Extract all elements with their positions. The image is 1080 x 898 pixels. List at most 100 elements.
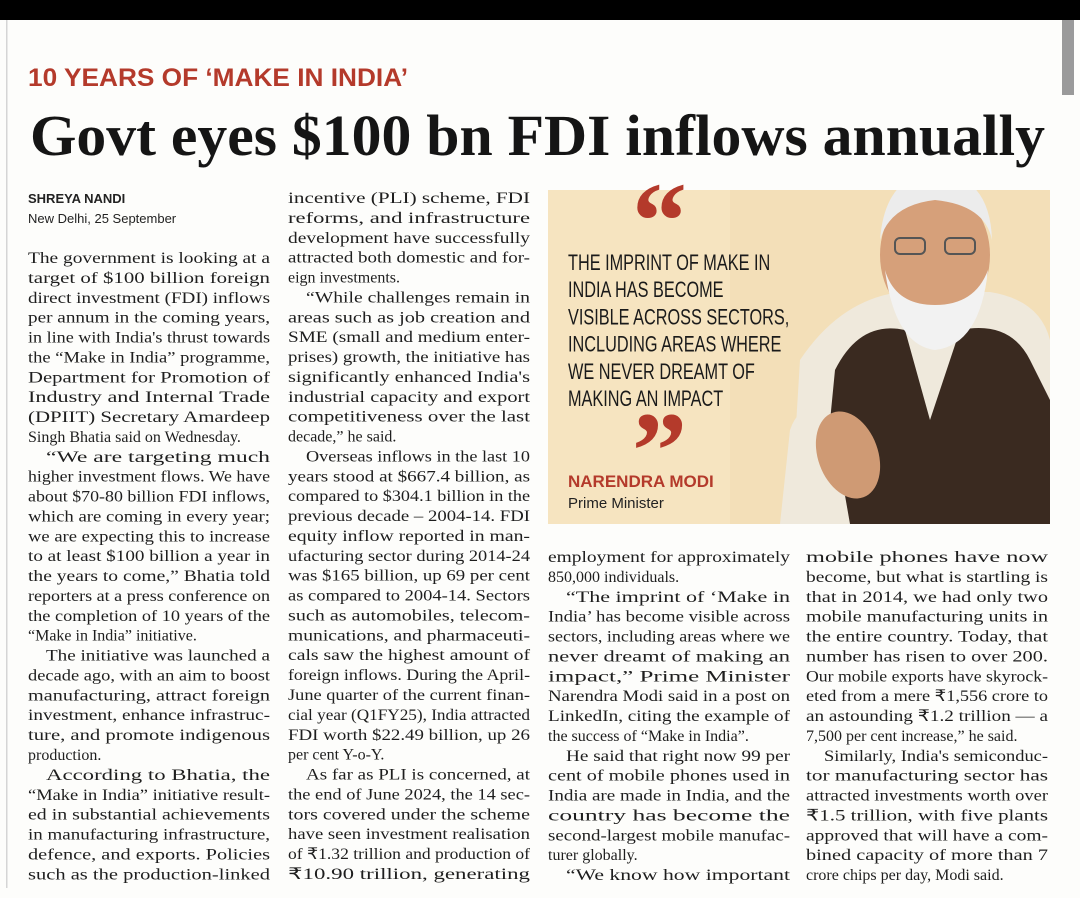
body-line: investment, enhance infrastruc- [28,707,270,724]
body-line: tor manufacturing sector has [806,768,1048,785]
quote-line: WE NEVER DREAMT OF [568,359,755,384]
body-line: we are expecting this to increase [28,528,270,545]
body-line: India are made in India, and the [548,788,790,805]
body-line: have seen investment realisation [288,826,530,843]
body-line: areas such as job creation and [288,309,530,326]
body-line: As far as PLI is concerned, at [306,767,531,784]
body-line: bined capacity of more than 7 [806,847,1048,864]
body-line: Department for Promotion of [28,369,271,386]
body-line: June quarter of the current finan- [288,687,530,704]
body-line: decade,” he said. [288,429,396,446]
body-line: such as the production-linked [28,866,270,883]
body-line: (DPIIT) Secretary Amardeep [28,409,270,426]
body-line: “Make in India” initiative. [28,628,197,645]
body-line: ufacturing sector during 2014-24 [288,548,530,565]
body-line: in line with India's thrust towards [28,330,270,347]
body-line: years stood at $667.4 billion, as [288,468,530,485]
body-line: which are coming in every year; [28,508,270,525]
body-line: tors covered under the scheme [288,806,530,823]
body-line: According to Bhatia, the [46,767,270,784]
body-line: number has risen to over 200. [806,648,1048,665]
body-line: cent of mobile phones used in [548,768,790,785]
body-line: higher investment flows. We have [28,469,270,486]
top-bar [0,0,1080,20]
body-line: mobile phones have now [806,549,1049,566]
body-line: “We are targeting much [46,449,270,466]
photo [730,190,1050,524]
body-line: compared to $304.1 billion in the [288,488,530,505]
body-line: employment for approximately [548,549,790,566]
byline-dateline: New Delhi, 25 September [28,211,177,226]
body-line: munications, and pharmaceuti- [288,627,530,644]
article-body: The government is looking at a target of … [28,190,1049,884]
body-line: reforms, and infrastructure [288,210,530,227]
kicker: 10 YEARS OF ‘MAKE IN INDIA’ [28,64,408,92]
body-line: Overseas inflows in the last 10 [306,448,530,465]
body-line: such as automobiles, telecom- [288,607,530,624]
body-line: that in 2014, we had only two [806,589,1048,606]
scrollbar[interactable] [1062,20,1074,95]
body-line: Our mobile exports have skyrock- [806,668,1048,685]
body-line: target of $100 billion foreign [28,270,270,287]
body-line: never dreamt of making an [548,648,790,665]
body-line: competitiveness over the last [288,409,531,426]
body-line: as compared to 2004-14. Sectors [288,588,530,605]
body-line: SME (small and medium enter- [288,329,530,346]
quote-line: VISIBLE ACROSS SECTORS, [568,305,789,330]
body-line: the completion of 10 years of the [28,608,270,625]
body-line: become, but what is startling is [806,569,1048,586]
body-line: per annum in the coming years, [28,310,270,327]
body-line: the success of “Make in India”. [548,728,749,745]
body-line: sectors, including areas where we [548,629,790,646]
body-line: development have successfully [288,230,530,247]
body-line: the end of June 2024, the 14 sec- [288,786,530,803]
body-line: foreign inflows. During the April- [288,667,530,684]
body-line: He said that right now 99 per [566,748,791,765]
body-line: LinkedIn, citing the example of [548,708,791,725]
body-line: direct investment (FDI) inflows [28,290,270,307]
body-line: country has become the [548,807,790,824]
page-edge [6,20,8,888]
body-line: The government is looking at a [28,250,270,267]
body-line: attracted investments worth over [806,788,1049,805]
byline-author: SHREYA NANDI [28,191,125,206]
body-line: The initiative was launched a [46,648,270,665]
body-line: significantly enhanced India's [288,369,530,386]
body-line: Industry and Internal Trade [28,389,270,406]
body-line: crore chips per day, Modi said. [806,867,1004,884]
body-line: of ₹1.32 trillion and production of [288,846,531,863]
body-line: “While challenges remain in [306,289,530,306]
body-line: cial year (Q1FY25), India attracted [288,707,530,724]
body-line: “We know how important [566,867,791,884]
body-line: cals saw the highest amount of [288,647,531,664]
body-line: eign investments. [288,270,400,287]
body-line: 7,500 per cent increase,” he said. [806,728,1017,745]
body-line: equity inflow reported in man- [288,528,530,545]
body-line: incentive (PLI) scheme, FDI [288,190,530,207]
body-line: Singh Bhatia said on Wednesday. [28,429,241,446]
quote-line: INCLUDING AREAS WHERE [568,332,781,357]
body-line: turer globally. [548,847,638,864]
quote-line: MAKING AN IMPACT [568,387,723,412]
body-line: impact,” Prime Minister [548,668,791,685]
body-line: per cent Y-o-Y. [288,747,384,764]
body-line: “The imprint of ‘Make in [566,589,790,606]
body-line: the years to come,” Bhatia told [28,568,270,585]
quote-name: NARENDRA MODI [568,472,714,491]
body-line: India’ has become visible across [548,609,790,626]
body-line: decade ago, with an aim to boost [28,667,271,684]
headline: Govt eyes $100 bn FDI inflows annually [30,103,1045,168]
body-line: was $165 billion, up 69 per cent [288,568,531,585]
body-line: eted from a mere ₹1,556 crore to [806,688,1048,705]
body-line: in manufacturing infrastructure, [28,827,270,844]
body-line: to at least $100 billion a year in [28,548,270,565]
close-quote-mark: ” [632,390,687,512]
quote-line: INDIA HAS BECOME [568,278,724,303]
body-line: ture, and promote indigenous [28,727,270,744]
body-line: FDI worth $22.49 billion, up 26 [288,727,530,744]
body-line: ₹10.90 trillion, generating [288,866,530,883]
body-line: prises) growth, the initiative has [288,349,530,366]
